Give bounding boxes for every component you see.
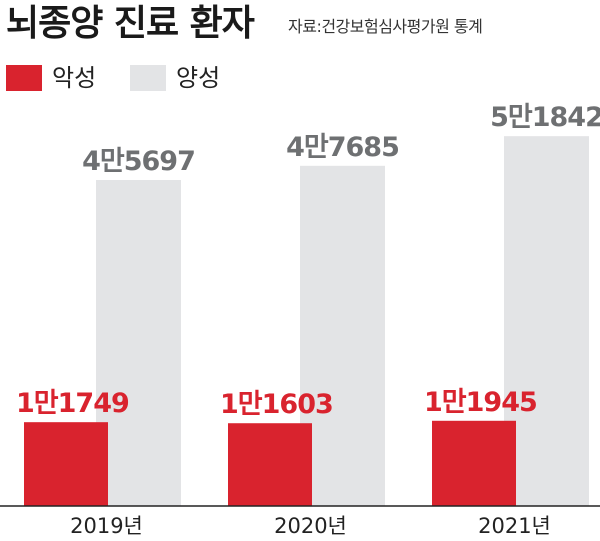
data-label-malignant-1: 1만1603: [220, 389, 333, 420]
bar-malignant-0: [24, 422, 108, 506]
bar-malignant-1: [228, 423, 312, 506]
bar-benign-2: [504, 136, 589, 506]
bar-benign-0: [96, 180, 181, 506]
bar-malignant-2: [432, 420, 516, 506]
bar-benign-1: [300, 165, 385, 506]
legend-label-benign: 양성: [176, 64, 221, 92]
data-label-malignant-2: 1만1945: [424, 387, 537, 418]
data-label-malignant-0: 1만1749: [16, 388, 129, 419]
data-label-benign-0: 4만5697: [82, 146, 195, 177]
x-tick-label-2: 2021년: [478, 514, 551, 538]
bars-group: [24, 136, 589, 506]
source-note: 자료:건강보험심사평가원 통계: [288, 17, 483, 36]
labels-group: 4만5697 1만1749 2019년 4만7685 1만1603 2020년 5만1842…: [16, 102, 600, 538]
legend-swatch-malignant: [6, 65, 42, 91]
legend-label-malignant: 악성: [52, 64, 97, 92]
data-label-benign-1: 4만7685: [286, 132, 399, 163]
chart-title: 뇌종양 진료 환자: [6, 3, 255, 44]
data-label-benign-2: 5만1842: [490, 102, 600, 133]
legend-swatch-benign: [130, 65, 166, 91]
x-tick-label-0: 2019년: [70, 514, 143, 538]
x-tick-label-1: 2020년: [274, 514, 347, 538]
